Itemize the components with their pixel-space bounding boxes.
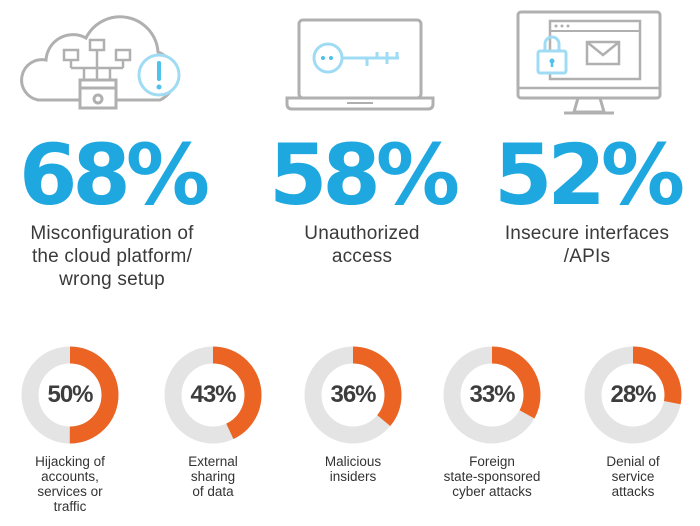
donut-arc [304,346,402,444]
donut-percent: 36% [330,381,376,408]
donut-denial-of-service: 28% [581,343,685,447]
donut-foreign-attacks: 33% [440,343,544,447]
donut-label-external-sharing: External sharing of data [188,454,238,499]
stat-3-percent: 52% [493,126,685,224]
stat-2-label: Unauthorized access [304,223,420,267]
donut-percent: 33% [469,381,515,408]
donut-label-foreign-attacks: Foreign state-sponsored cyber attacks [443,454,541,499]
stat-2-percent: 58% [268,126,460,224]
donut-malicious-insiders: 36% [301,343,405,447]
monitor-lock-mail-icon [514,8,664,125]
donut-label-denial-of-service: Denial of service attacks [606,454,660,499]
donut-percent: 43% [190,381,236,408]
donut-arc [584,346,682,444]
stat-1-percent: 68% [18,126,210,224]
donut-label-malicious-insiders: Malicious insiders [324,454,382,484]
donut-percent: 28% [610,381,656,408]
donut-hijacking: 50% [18,343,122,447]
donut-arc [21,346,119,444]
stat-3-label: Insecure interfaces /APIs [504,223,670,267]
donut-percent: 50% [47,381,93,408]
donut-arc [164,346,262,444]
donut-label-hijacking: Hijacking of accounts, services or traff… [35,454,105,514]
stat-1-label: Misconfiguration of the cloud platform/ … [30,223,194,290]
laptop-key-icon [285,16,435,121]
cloud-config-icon [18,8,198,123]
donut-external-sharing: 43% [161,343,265,447]
donut-arc [443,346,541,444]
